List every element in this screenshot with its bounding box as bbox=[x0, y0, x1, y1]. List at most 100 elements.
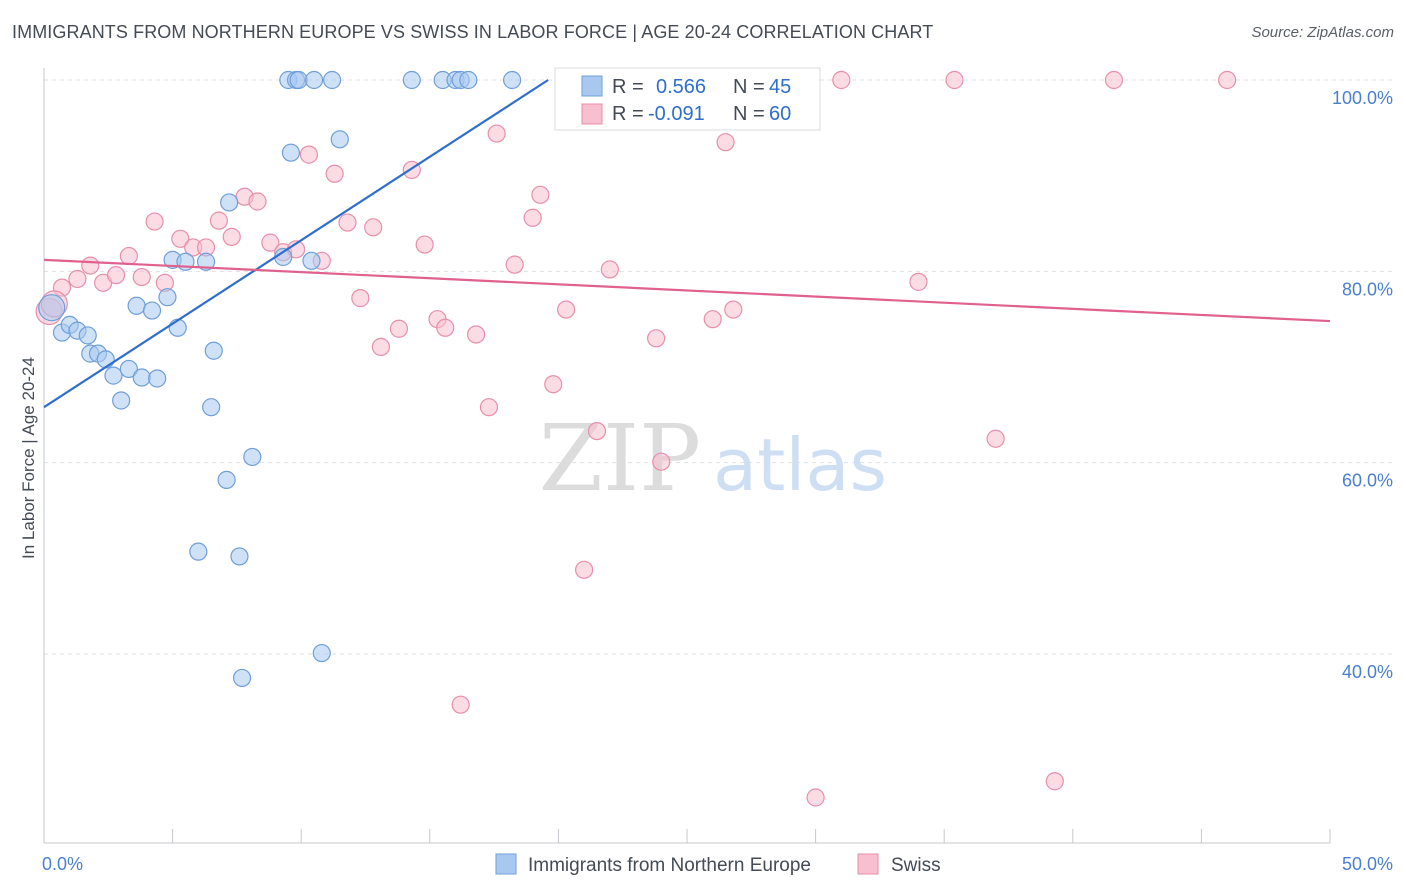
swiss-point bbox=[557, 300, 576, 319]
y-axis-label: In Labor Force | Age 20-24 bbox=[19, 357, 38, 559]
swiss-point bbox=[1218, 70, 1237, 90]
swiss-point bbox=[351, 289, 370, 308]
swiss-point bbox=[389, 319, 409, 338]
axis-layer bbox=[43, 68, 1331, 844]
swiss-point bbox=[171, 229, 190, 248]
y-tick-label: 100.0% bbox=[1332, 88, 1393, 108]
watermark: ZIP atlas bbox=[539, 405, 887, 512]
swiss-point bbox=[222, 227, 241, 246]
northern-europe-point bbox=[220, 193, 239, 212]
stats-n-label: N = bbox=[733, 76, 765, 98]
swiss-point bbox=[587, 421, 607, 441]
swiss-point bbox=[325, 164, 344, 183]
trend-lines bbox=[43, 79, 1331, 409]
swiss-point bbox=[647, 329, 666, 348]
northern-europe-point bbox=[132, 368, 151, 387]
swiss-point bbox=[1045, 772, 1064, 791]
northern-europe-point bbox=[322, 70, 342, 90]
stats-r-value: 0.566 bbox=[656, 76, 706, 98]
swiss-point bbox=[487, 124, 506, 143]
swiss-point bbox=[505, 255, 524, 274]
legend-swatch-swiss bbox=[857, 853, 879, 875]
swiss-point bbox=[209, 211, 228, 230]
swiss-point bbox=[132, 267, 151, 287]
stats-r-value: -0.091 bbox=[648, 103, 705, 125]
swiss-point bbox=[68, 269, 87, 289]
northern-europe-point bbox=[459, 70, 478, 90]
swiss-point bbox=[523, 208, 542, 227]
northern-europe-point bbox=[119, 359, 138, 379]
swiss-point bbox=[703, 310, 722, 329]
northern-europe-point bbox=[503, 70, 522, 90]
swiss-point bbox=[248, 192, 267, 211]
stats-legend-swatch-pink bbox=[581, 103, 603, 125]
swiss-point bbox=[299, 145, 319, 164]
northern-europe-point bbox=[112, 391, 131, 410]
northern-europe-point bbox=[312, 643, 331, 663]
tick-labels: 100.0% 80.0% 60.0% 40.0% 0.0% 50.0% bbox=[42, 88, 1393, 874]
northern-europe-point bbox=[232, 668, 252, 688]
swiss-point bbox=[909, 272, 928, 291]
swiss-point bbox=[724, 300, 743, 319]
chart-source: Source: ZipAtlas.com bbox=[1251, 24, 1394, 41]
swiss-point bbox=[544, 375, 563, 394]
northern-europe-points bbox=[38, 70, 576, 688]
swiss-point bbox=[415, 235, 434, 254]
northern-europe-point bbox=[402, 70, 421, 90]
swiss-point bbox=[806, 788, 825, 807]
northern-europe-point bbox=[289, 70, 308, 90]
swiss-point bbox=[338, 213, 357, 232]
legend-swatch-northern-europe bbox=[495, 853, 517, 875]
northern-europe-point bbox=[217, 470, 236, 489]
northern-europe-point bbox=[127, 296, 146, 315]
x-tick-label: 50.0% bbox=[1342, 854, 1393, 874]
northern-europe-point bbox=[96, 350, 115, 369]
swiss-point bbox=[832, 70, 851, 90]
northern-europe-trend-line bbox=[43, 79, 549, 409]
swiss-point bbox=[364, 218, 383, 237]
swiss-point bbox=[986, 429, 1005, 448]
y-tick-label: 80.0% bbox=[1342, 279, 1393, 299]
stats-r-label: R = bbox=[612, 103, 644, 125]
bottom-legend: Immigrants from Northern Europe Swiss bbox=[495, 853, 941, 876]
y-tick-label: 60.0% bbox=[1342, 471, 1393, 491]
chart-title: IMMIGRANTS FROM NORTHERN EUROPE VS SWISS… bbox=[12, 22, 934, 42]
stats-n-label: N = bbox=[733, 103, 765, 125]
stats-n-value: 45 bbox=[769, 76, 791, 98]
watermark-zip: ZIP bbox=[539, 405, 701, 512]
swiss-point bbox=[119, 246, 138, 266]
swiss-point bbox=[479, 398, 499, 417]
swiss-point bbox=[1104, 70, 1124, 90]
swiss-point bbox=[371, 337, 391, 357]
swiss-point bbox=[451, 695, 470, 714]
stats-legend: R = 0.566 N = 45 R = -0.091 N = 60 bbox=[554, 67, 821, 131]
northern-europe-point bbox=[78, 326, 97, 345]
northern-europe-point bbox=[38, 294, 66, 322]
swiss-trend-line bbox=[43, 258, 1331, 323]
swiss-point bbox=[261, 233, 280, 252]
stats-r-label: R = bbox=[612, 76, 644, 98]
legend-label-northern-europe: Immigrants from Northern Europe bbox=[528, 855, 811, 876]
swiss-point bbox=[145, 212, 164, 231]
northern-europe-point bbox=[158, 288, 177, 307]
northern-europe-point bbox=[168, 318, 187, 337]
x-tick-label: 0.0% bbox=[42, 854, 83, 874]
swiss-point bbox=[945, 70, 964, 90]
swiss-point bbox=[466, 325, 486, 344]
northern-europe-point bbox=[330, 130, 349, 149]
northern-europe-point bbox=[189, 542, 208, 561]
northern-europe-point bbox=[142, 301, 162, 320]
stats-n-value: 60 bbox=[769, 103, 791, 125]
swiss-point bbox=[106, 266, 126, 285]
stats-legend-swatch-blue bbox=[581, 75, 603, 97]
swiss-point bbox=[575, 560, 594, 579]
northern-europe-point bbox=[196, 252, 216, 271]
northern-europe-point bbox=[281, 143, 301, 162]
watermark-atlas: atlas bbox=[713, 423, 887, 507]
northern-europe-point bbox=[243, 447, 262, 467]
swiss-point bbox=[436, 318, 455, 337]
northern-europe-point bbox=[304, 70, 324, 90]
northern-europe-point bbox=[230, 547, 249, 566]
northern-europe-point bbox=[148, 369, 167, 388]
